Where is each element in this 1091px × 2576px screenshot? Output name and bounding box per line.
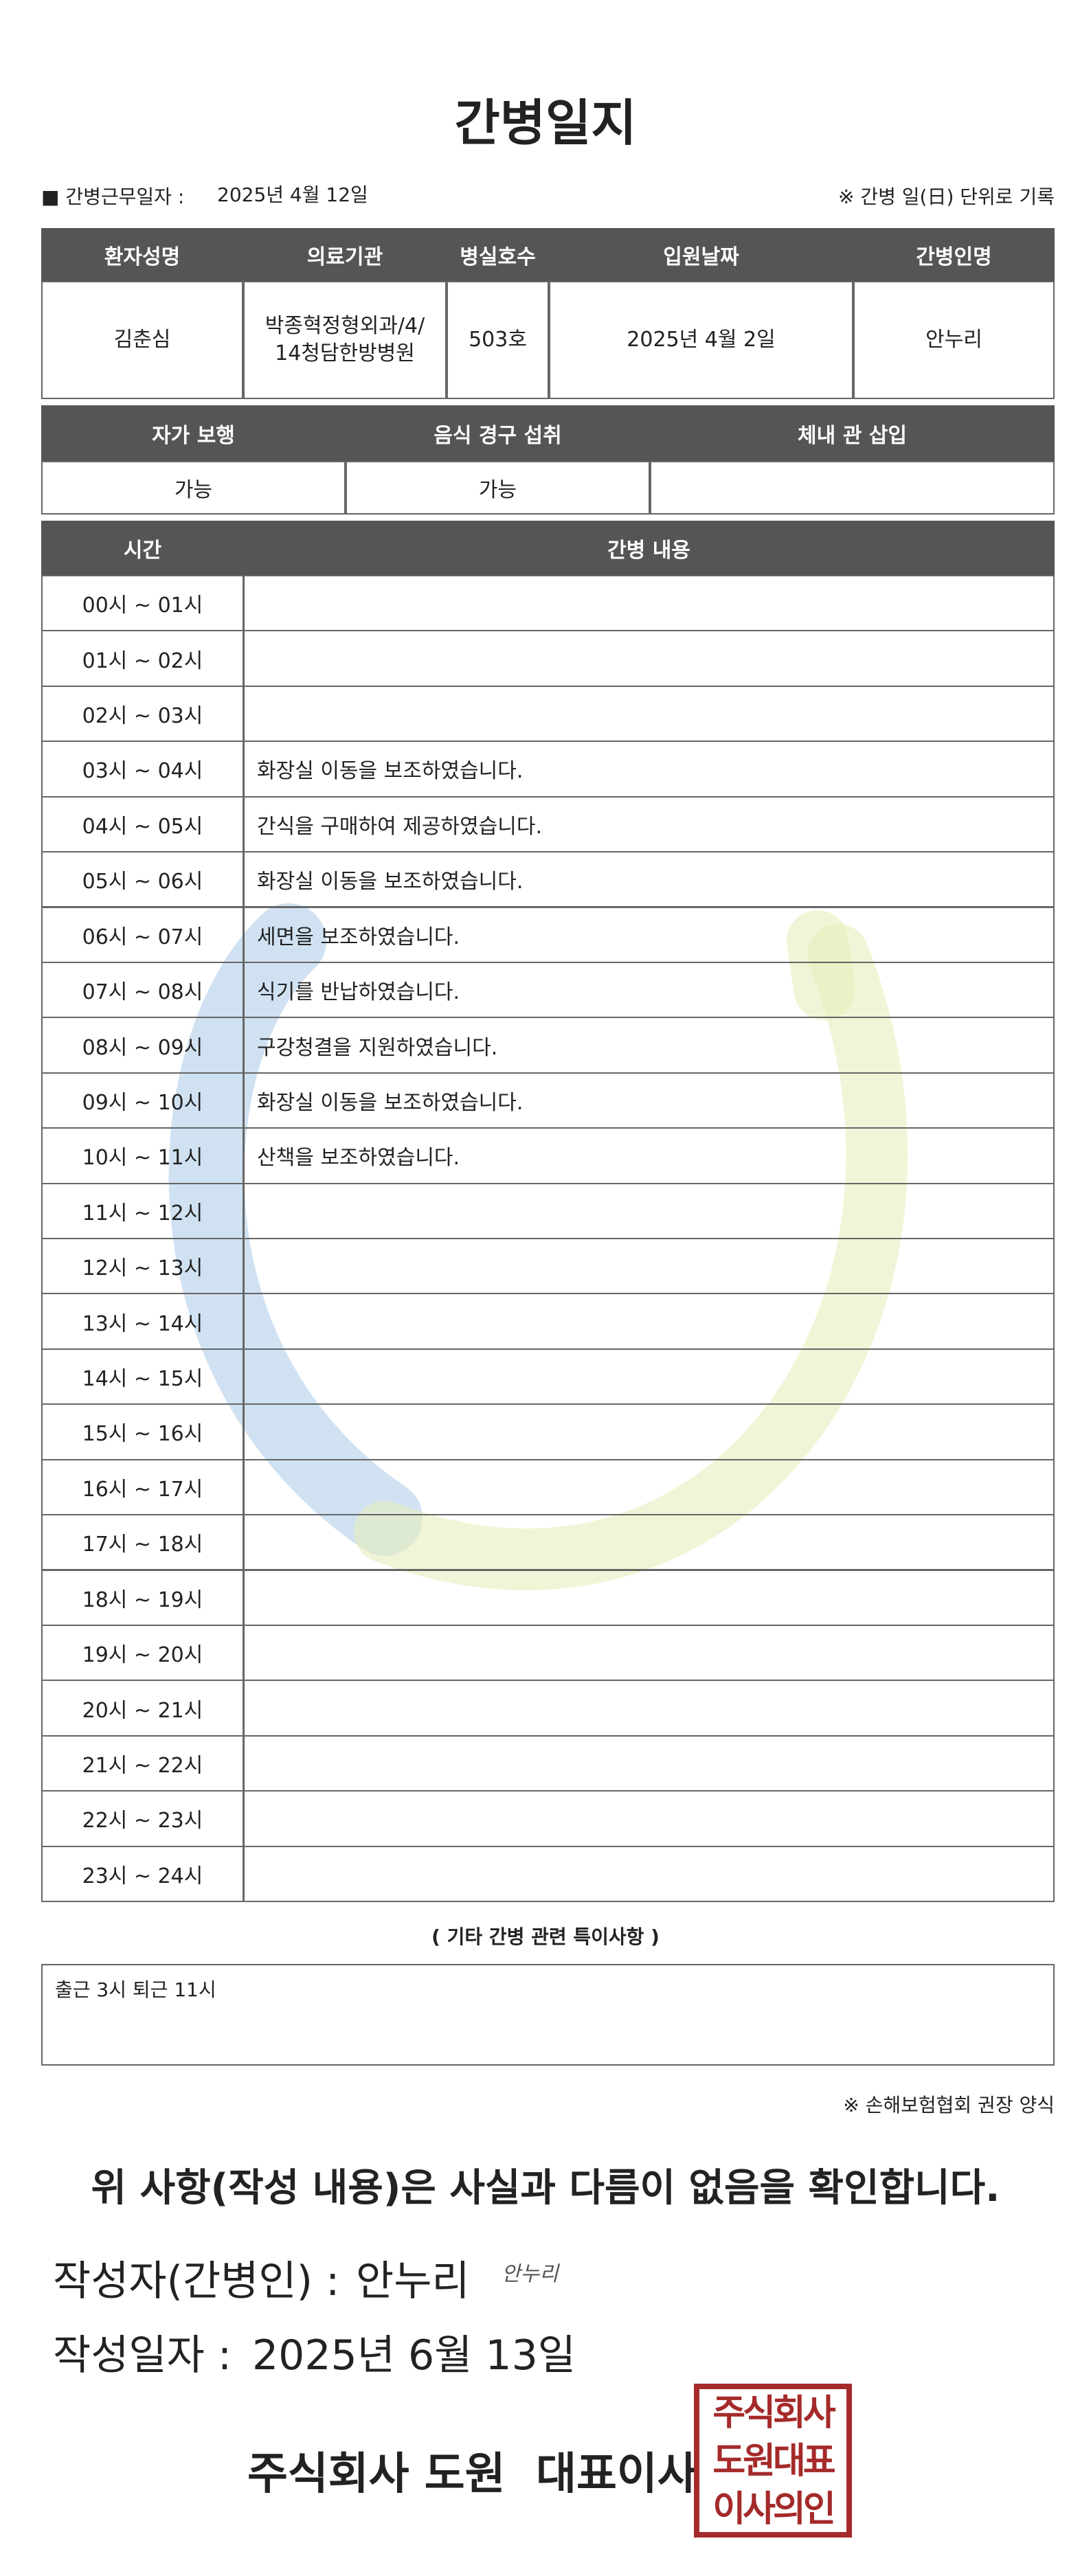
content-cell (243, 1293, 1055, 1350)
seal-text: 주식회사 (712, 2393, 835, 2434)
remarks-title: ( 기타 간병 관련 특이사항 ) (431, 1925, 660, 1948)
table-cell: 박종혁정형외과/4/14청담한방병원 (243, 281, 447, 399)
statement: 위 사항(작성 내용)은 사실과 다름이 없음을 확인합니다. (91, 2166, 1000, 2211)
time-cell: 12시 ~ 13시 (41, 1238, 244, 1295)
record-note: ※ 간병 일(日) 단위로 기록 (838, 185, 1055, 208)
table-cell: 2025년 4월 2일 (549, 281, 853, 399)
time-cell: 14시 ~ 15시 (41, 1348, 244, 1405)
signature: 안누리 (502, 2262, 559, 2286)
time-cell: 00시 ~ 01시 (41, 575, 244, 632)
table-cell: 가능 (41, 461, 346, 515)
content-cell (243, 1403, 1055, 1460)
content-cell (243, 685, 1055, 743)
author-label: 작성자(간병인) : (53, 2257, 340, 2305)
content-cell: 화장실 이동을 보조하였습니다. (243, 1072, 1055, 1129)
table-header: 환자성명 (41, 228, 243, 282)
table-header: 간병 내용 (243, 521, 1055, 576)
time-cell: 18시 ~ 19시 (41, 1569, 244, 1626)
author: 안누리 (356, 2257, 470, 2305)
content-cell: 화장실 이동을 보조하였습니다. (243, 851, 1055, 908)
table-cell: 안누리 (853, 281, 1055, 399)
content-cell: 화장실 이동을 보조하였습니다. (243, 741, 1055, 798)
table-header: 간병인명 (853, 228, 1055, 282)
time-cell: 22시 ~ 23시 (41, 1790, 244, 1847)
time-cell: 03시 ~ 04시 (41, 741, 244, 798)
content-cell: 세면을 보조하였습니다. (243, 906, 1055, 963)
time-cell: 09시 ~ 10시 (41, 1072, 244, 1129)
watermark-dot (787, 910, 855, 1020)
time-cell: 06시 ~ 07시 (41, 906, 244, 963)
table-header: 입원날짜 (549, 228, 853, 282)
time-cell: 19시 ~ 20시 (41, 1624, 244, 1682)
content-cell (243, 575, 1055, 632)
seal (694, 2384, 852, 2538)
work-date: 2025년 4월 12일 (217, 183, 368, 206)
time-cell: 04시 ~ 05시 (41, 795, 244, 853)
time-cell: 05시 ~ 06시 (41, 851, 244, 908)
content-cell (243, 1790, 1055, 1847)
content-cell (243, 1735, 1055, 1792)
table-header: 의료기관 (243, 228, 447, 282)
time-cell: 16시 ~ 17시 (41, 1458, 244, 1516)
watermark-arc (168, 903, 423, 1556)
content-cell (243, 1182, 1055, 1239)
time-cell: 01시 ~ 02시 (41, 630, 244, 687)
table-header: 시간 (41, 521, 244, 576)
time-cell: 13시 ~ 14시 (41, 1293, 244, 1350)
time-cell: 07시 ~ 08시 (41, 961, 244, 1019)
content-cell (243, 1348, 1055, 1405)
content-cell: 구강청결을 지원하였습니다. (243, 1017, 1055, 1074)
company: 주식회사 도원 대표이사 (247, 2449, 698, 2500)
content-cell (243, 630, 1055, 687)
content-cell (243, 1458, 1055, 1516)
content-cell (243, 1238, 1055, 1295)
table-cell (650, 461, 1055, 515)
content-cell: 산책을 보조하였습니다. (243, 1127, 1055, 1184)
form-note: ※ 손해보험협회 권장 양식 (843, 2094, 1055, 2116)
content-cell (243, 1845, 1055, 1902)
date-label: 작성일자 : (53, 2331, 232, 2380)
seal-text: 도원대표 (712, 2441, 835, 2482)
table-cell: 가능 (346, 461, 650, 515)
time-cell: 08시 ~ 09시 (41, 1017, 244, 1074)
time-cell: 17시 ~ 18시 (41, 1514, 244, 1571)
content-cell (243, 1514, 1055, 1571)
table-header: 체내 관 삽입 (650, 405, 1055, 462)
time-cell: 15시 ~ 16시 (41, 1403, 244, 1460)
time-cell: 20시 ~ 21시 (41, 1680, 244, 1737)
remarks-text: 출근 3시 퇴근 11시 (41, 1964, 1055, 2066)
content-cell (243, 1680, 1055, 1737)
work-date-label: ■ 간병근무일자 : (41, 185, 185, 208)
seal-text: 이사의인 (712, 2489, 835, 2530)
watermark-arc (354, 924, 908, 1591)
time-cell: 10시 ~ 11시 (41, 1127, 244, 1184)
content-cell: 식기를 반납하였습니다. (243, 961, 1055, 1019)
table-header: 자가 보행 (41, 405, 346, 462)
time-cell: 23시 ~ 24시 (41, 1845, 244, 1902)
content-cell (243, 1624, 1055, 1682)
table-header: 음식 경구 섭취 (346, 405, 650, 462)
time-cell: 21시 ~ 22시 (41, 1735, 244, 1792)
title: 간병일지 (454, 94, 637, 152)
table-cell: 김춘심 (41, 281, 243, 399)
table-header: 병실호수 (447, 228, 549, 282)
content-cell: 간식을 구매하여 제공하였습니다. (243, 795, 1055, 853)
time-cell: 02시 ~ 03시 (41, 685, 244, 743)
date: 2025년 6월 13일 (252, 2331, 576, 2380)
table-cell: 503호 (447, 281, 549, 399)
content-cell (243, 1569, 1055, 1626)
time-cell: 11시 ~ 12시 (41, 1182, 244, 1239)
